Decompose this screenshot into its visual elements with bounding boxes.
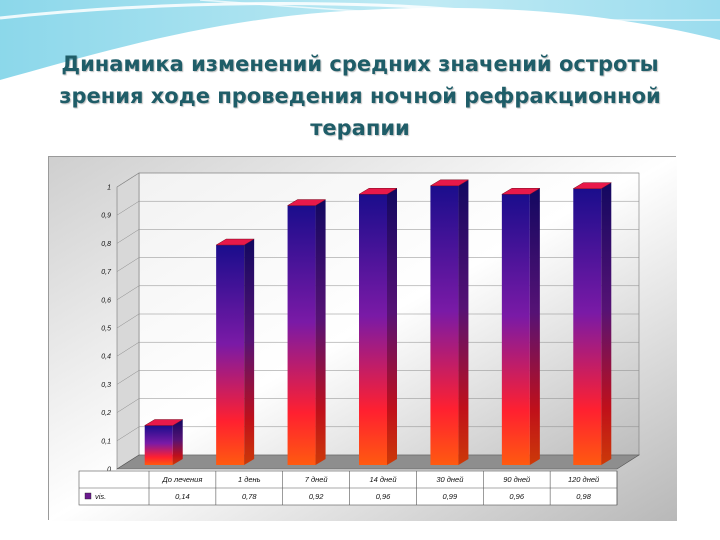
y-tick-label: 0 xyxy=(107,467,111,474)
gridline xyxy=(116,172,639,188)
gridline xyxy=(116,200,639,216)
bar-side xyxy=(529,188,540,465)
bar-cap xyxy=(572,182,613,189)
bar-front xyxy=(287,205,316,465)
y-tick-label: 0,5 xyxy=(101,326,111,333)
bar-cap xyxy=(429,179,470,187)
bar-front xyxy=(573,188,602,465)
bar xyxy=(572,182,613,465)
gridline xyxy=(116,398,639,413)
bar-cap xyxy=(286,199,327,206)
data-label: 0,96 xyxy=(376,492,391,501)
gridline xyxy=(116,370,639,385)
data-label: 0,92 xyxy=(309,492,324,501)
gridline xyxy=(116,341,639,357)
bar xyxy=(500,188,541,465)
bar-side xyxy=(315,199,326,465)
data-label: 0,96 xyxy=(509,492,524,501)
bar xyxy=(215,238,256,465)
y-tick-label: 0,1 xyxy=(101,438,111,445)
gridline xyxy=(116,285,639,301)
gridline xyxy=(116,229,639,244)
y-tick-label: 0,8 xyxy=(101,241,111,248)
category-label: 14 дней xyxy=(369,475,397,484)
header-wave-decoration xyxy=(0,0,720,80)
bar xyxy=(429,179,470,465)
bar-side xyxy=(172,419,183,465)
bar-front xyxy=(501,194,530,465)
bar-cap xyxy=(143,419,184,426)
y-tick-label: 0,3 xyxy=(101,382,111,389)
bar-chart: 0 0,1 0,2 0,3 0,4 0,5 0,6 0,7 0,8 0,9 1 До лечения… xyxy=(49,157,677,521)
bar-front xyxy=(216,245,245,465)
category-label: 30 дней xyxy=(436,475,464,484)
bar-front xyxy=(144,425,173,465)
bar-side xyxy=(458,179,469,465)
bar-side xyxy=(244,239,255,465)
bar-side xyxy=(387,188,397,465)
y-tick-label: 0,6 xyxy=(101,297,111,304)
category-label: 90 дней xyxy=(503,475,531,484)
chart-container: 0 0,1 0,2 0,3 0,4 0,5 0,6 0,7 0,8 0,9 1 До лечения… xyxy=(48,156,677,521)
gridline xyxy=(116,426,639,442)
legend-entry: vis. xyxy=(95,492,106,501)
bar xyxy=(286,199,327,465)
bar-side xyxy=(601,182,612,465)
data-label: 0,99 xyxy=(443,492,458,501)
bar xyxy=(143,419,184,465)
slide-title: Динамика изменений средних значений остр… xyxy=(59,52,661,140)
bar-cap xyxy=(500,188,541,195)
category-label: До лечения xyxy=(161,475,202,484)
data-label: 0,14 xyxy=(175,492,190,501)
data-label: 0,78 xyxy=(242,492,257,501)
bar xyxy=(358,188,398,465)
gridline xyxy=(116,257,639,272)
category-label: 1 день xyxy=(238,475,261,484)
y-tick-label: 0,9 xyxy=(101,213,111,220)
category-label: 7 дней xyxy=(305,475,329,484)
bar-front xyxy=(359,194,387,465)
y-tick-label: 1 xyxy=(107,185,111,192)
data-label: 0,98 xyxy=(576,492,591,501)
bar-cap xyxy=(358,188,398,195)
y-tick-label: 0,4 xyxy=(101,354,111,361)
bar-front xyxy=(430,185,459,465)
bar-cap xyxy=(215,238,256,246)
gridline xyxy=(116,313,639,329)
y-tick-label: 0,2 xyxy=(101,410,111,417)
y-tick-label: 0,7 xyxy=(101,269,112,276)
category-label: 120 дней xyxy=(568,475,600,484)
legend-swatch xyxy=(84,492,92,500)
